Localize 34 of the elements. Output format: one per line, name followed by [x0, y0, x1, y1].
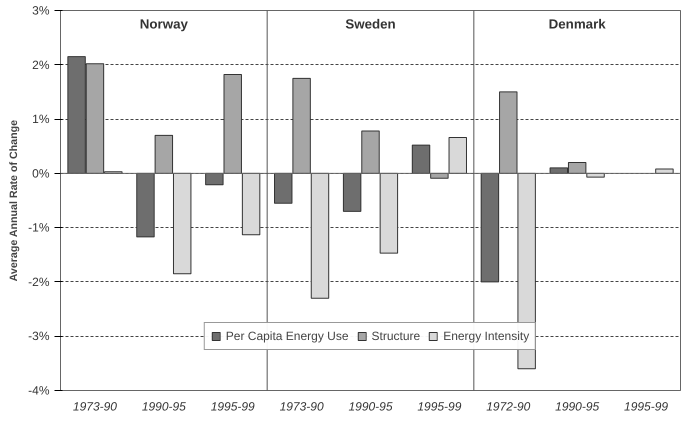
y-tick-label: -2%	[28, 274, 50, 289]
x-tick-label: 1973-90	[72, 400, 118, 414]
y-axis-title: Average Annual Rate of Change	[8, 120, 20, 282]
bar	[292, 78, 311, 174]
legend-label: Per Capita Energy Use	[226, 329, 348, 343]
x-tick-label: 1995-99	[417, 400, 462, 414]
bar	[361, 130, 380, 174]
x-tick-label: 1990-95	[555, 400, 600, 414]
y-tick-label: 0%	[32, 166, 50, 180]
y-tick-label: 2%	[32, 58, 50, 72]
annotation: Sweden	[345, 16, 396, 32]
legend-label: Energy Intensity	[443, 329, 530, 343]
bar	[448, 137, 467, 174]
bar	[242, 172, 260, 236]
x-tick-label: 1973-90	[280, 400, 324, 414]
bar	[154, 134, 174, 174]
x-tick-label: 1990-95	[142, 400, 186, 414]
y-tick-label: 1%	[32, 112, 50, 126]
legend-label: Structure	[372, 329, 420, 343]
annotation: Denmark	[548, 16, 606, 32]
x-tick-label: 1995-99	[624, 400, 668, 414]
bar	[223, 74, 242, 174]
y-tick-label: -3%	[28, 329, 50, 344]
bar	[380, 172, 398, 254]
x-tick-label: 1990-95	[348, 400, 393, 414]
y-tick-label: -1%	[28, 220, 50, 235]
bar	[172, 172, 192, 274]
x-tick-label: 1995-99	[210, 400, 256, 414]
y-tick-label: 3%	[32, 4, 50, 18]
annotation: Norway	[140, 16, 188, 32]
bar	[310, 172, 330, 299]
y-tick-label: -4%	[28, 384, 50, 398]
x-tick-label: 1972-90	[486, 400, 531, 414]
bar	[499, 91, 518, 174]
